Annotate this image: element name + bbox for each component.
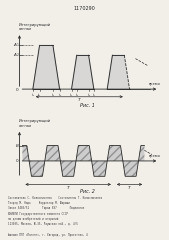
Text: Интегрирующий
сигнал: Интегрирующий сигнал: [19, 119, 51, 128]
Polygon shape: [71, 55, 94, 89]
Text: $t_7$: $t_7$: [92, 92, 96, 99]
Text: $0$: $0$: [15, 86, 19, 93]
Text: время: время: [148, 154, 160, 158]
Text: Составитель С. Колосниченко    Составитель Г. Колосниченко
Техред М. Надь     Ко: Составитель С. Колосниченко Составитель …: [8, 196, 103, 237]
Text: T: T: [128, 186, 131, 190]
Text: $t_3$: $t_3$: [58, 92, 62, 99]
Text: Рис. 2: Рис. 2: [80, 189, 95, 194]
Text: $t_4$: $t_4$: [69, 92, 74, 99]
Text: $t_6$: $t_6$: [87, 92, 91, 99]
Text: Рис. 1: Рис. 1: [80, 103, 95, 108]
Text: 1170290: 1170290: [74, 6, 95, 11]
Text: $t_0$: $t_0$: [31, 92, 35, 99]
Text: Интегрирующий
сигнал: Интегрирующий сигнал: [19, 23, 51, 31]
Text: $t_1$: $t_1$: [38, 92, 42, 99]
Text: $0$: $0$: [15, 157, 19, 164]
Polygon shape: [107, 55, 129, 89]
Text: $A_1$: $A_1$: [13, 42, 19, 49]
Text: $t_5$: $t_5$: [75, 92, 79, 99]
Text: T: T: [67, 186, 70, 190]
Text: $B$: $B$: [15, 142, 19, 149]
Text: $t_2$: $t_2$: [51, 92, 55, 99]
Text: $A_2$: $A_2$: [13, 51, 19, 59]
Text: время: время: [148, 83, 160, 86]
Text: T: T: [78, 98, 80, 102]
Polygon shape: [33, 45, 60, 89]
